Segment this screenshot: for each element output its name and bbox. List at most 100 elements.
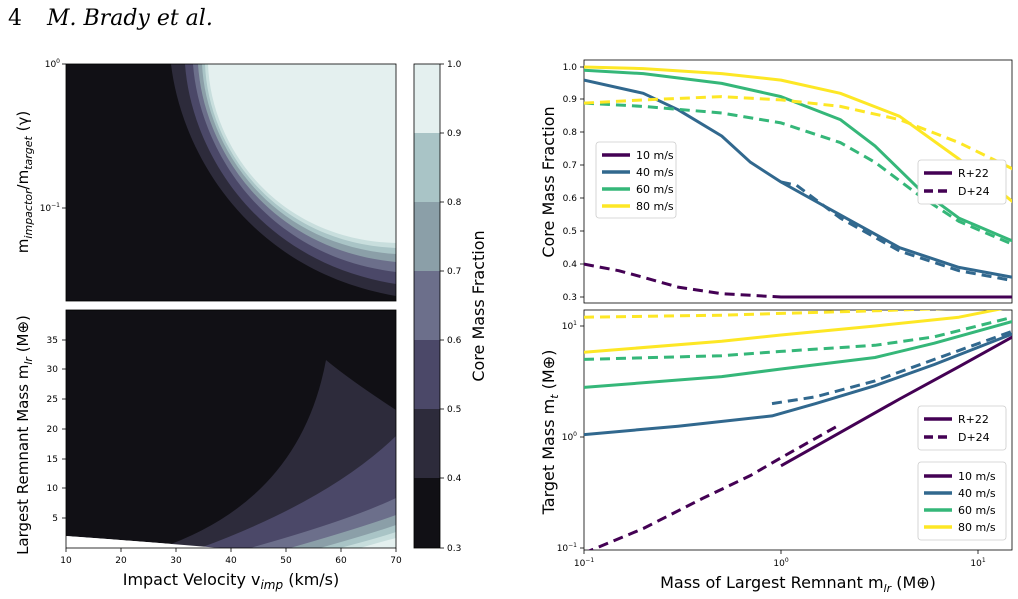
colorbar: 1.0 0.9 0.8 0.7 0.6 0.5 0.4 0.3 Core Mas… [413, 60, 488, 554]
page-header: 4 M. Brady et al. [8, 4, 213, 36]
cmf-line-10-d24 [584, 262, 900, 299]
cmf-ytick-1.0: 1.0 [563, 63, 578, 73]
tm-legend-label-80: 80 m/s [958, 521, 996, 534]
colorbar-tick-0.4: 0.4 [447, 474, 462, 484]
cmf-legend-label-40: 40 m/s [636, 166, 674, 179]
xtick-label-60: 60 [335, 556, 347, 566]
colorbar-seg-1.0 [414, 64, 440, 133]
colorbar-seg-0.9 [414, 133, 440, 202]
colorbar-seg-0.4 [414, 478, 440, 548]
contour-top-band-1.0 [208, 64, 396, 243]
colorbar-tick-1.0: 1.0 [447, 60, 462, 70]
page-author: M. Brady et al. [47, 6, 213, 31]
tm-yticks: 101 100 10−1 [557, 320, 584, 554]
contour-top-panel: 100 10−1 mimpactor/mtarget (γ) [14, 58, 397, 302]
tm-xtick-10^0: 100 [773, 557, 788, 569]
cmf-line-40-d24 [780, 180, 1012, 282]
tm-legend-style: R+22 D+24 [917, 405, 1007, 451]
cmf-panel: 1.0 0.9 0.8 0.7 0.6 0.5 0.4 0.3 Core Mas… [539, 59, 1013, 304]
tm-line-60-r22 [584, 320, 1012, 389]
cmf-legend-label-r22: R+22 [958, 167, 989, 180]
page-number: 4 [8, 6, 22, 31]
ytick-label-bottom-25: 25 [47, 395, 58, 405]
xtick-label-70: 70 [390, 556, 402, 566]
cmf-ytick-0.9: 0.9 [563, 95, 578, 105]
cmf-ytick-0.4: 0.4 [563, 260, 578, 270]
colorbar-frame [413, 63, 441, 549]
ytick-label-bottom-15: 15 [47, 455, 58, 465]
tm-legend-velocity: 10 m/s 40 m/s 60 m/s 80 m/s [917, 461, 1007, 541]
colorbar-tick-0.5: 0.5 [447, 405, 461, 415]
tm-legend-label-10: 10 m/s [958, 470, 996, 483]
tm-xtick-10^1: 101 [970, 557, 985, 569]
tm-panel: 101 100 10−1 Target Mass mt (M⊕) R+22 D+… [539, 309, 1013, 595]
ytick-label-top-2: 10−1 [40, 202, 60, 214]
colorbar-tick-0.8: 0.8 [447, 198, 462, 208]
contour-bottom-ylabel: Largest Remnant Mass mlr (M⊕) [14, 315, 35, 555]
cmf-line-60-d24 [584, 101, 1012, 246]
colorbar-label: Core Mass Fraction [469, 230, 488, 381]
tm-line-40-r22 [584, 332, 1012, 437]
cmf-legend-label-80: 80 m/s [636, 200, 674, 213]
contour-bottom-yticks: 35 30 25 20 15 10 5 [47, 336, 66, 524]
contour-top-frame [65, 63, 397, 302]
xtick-label-20: 20 [115, 556, 127, 566]
tm-line-10-r22 [780, 335, 1012, 468]
cmf-legend-style: R+22 D+24 [917, 159, 1007, 205]
contour-top-ylabel: mimpactor/mtarget (γ) [14, 111, 35, 253]
contour-bottom-white-gap [66, 536, 220, 548]
contour-xlabel: Impact Velocity vimp (km/s) [123, 570, 340, 592]
cmf-line-80-r22 [584, 65, 1012, 203]
tm-ytick-10^1: 101 [562, 320, 577, 332]
tm-line-60-d24 [584, 315, 1012, 361]
cmf-legend-label-d24: D+24 [958, 185, 990, 198]
tm-line-10-d24 [587, 423, 842, 550]
tm-ytick-10^0: 100 [562, 431, 577, 443]
tm-legend-label-r22: R+22 [958, 413, 989, 426]
colorbar-tick-0.3: 0.3 [447, 544, 461, 554]
tm-xticks: 10−1 100 101 [574, 550, 986, 569]
ytick-label-bottom-30: 30 [47, 365, 59, 375]
colorbar-ticks: 1.0 0.9 0.8 0.7 0.6 0.5 0.4 0.3 [440, 60, 462, 554]
colorbar-tick-0.6: 0.6 [447, 336, 462, 346]
tm-line-80-d24 [584, 310, 947, 319]
ytick-label-top-1: 100 [45, 58, 60, 70]
ytick-label-bottom-5: 5 [52, 514, 58, 524]
cmf-ytick-0.8: 0.8 [563, 128, 578, 138]
cmf-lines [584, 65, 1012, 299]
tm-ytick-10^-1: 10−1 [557, 542, 577, 554]
cmf-line-40-r22 [584, 78, 1012, 279]
cmf-ylabel: Core Mass Fraction [539, 106, 558, 257]
xtick-label-30: 30 [170, 556, 182, 566]
colorbar-seg-0.6 [414, 340, 440, 409]
cmf-ytick-0.6: 0.6 [563, 194, 578, 204]
xtick-label-40: 40 [225, 556, 237, 566]
colorbar-tick-0.9: 0.9 [447, 129, 462, 139]
contour-xticks: 10 20 30 40 50 60 70 [60, 548, 402, 566]
cmf-line-80-d24 [584, 95, 1012, 171]
ytick-label-bottom-35: 35 [47, 336, 58, 346]
tm-line-80-r22 [584, 310, 1003, 354]
colorbar-seg-0.8 [414, 202, 440, 271]
cmf-line-60-r22 [584, 68, 1012, 243]
cmf-yticks: 1.0 0.9 0.8 0.7 0.6 0.5 0.4 0.3 [563, 63, 584, 303]
tm-legend-label-d24: D+24 [958, 431, 990, 444]
colorbar-tick-0.7: 0.7 [447, 267, 461, 277]
cmf-ytick-0.5: 0.5 [563, 227, 577, 237]
xtick-label-50: 50 [280, 556, 292, 566]
colorbar-seg-0.5 [414, 409, 440, 478]
tm-xlabel: Mass of Largest Remnant mlr (M⊕) [660, 573, 936, 595]
tm-lines [584, 310, 1012, 550]
ytick-label-bottom-20: 20 [47, 425, 59, 435]
cmf-frame [583, 59, 1013, 304]
cmf-legend-velocity: 10 m/s 40 m/s 60 m/s 80 m/s [595, 141, 677, 219]
cmf-legend-label-60: 60 m/s [636, 183, 674, 196]
tm-xtick-10^-1: 10−1 [574, 557, 594, 569]
contour-bottom-band-1.0 [360, 538, 396, 548]
tm-legend-label-60: 60 m/s [958, 504, 996, 517]
tm-ylabel: Target Mass mt (M⊕) [539, 350, 561, 516]
cmf-ytick-0.7: 0.7 [563, 161, 577, 171]
tm-legend-label-40: 40 m/s [958, 487, 996, 500]
cmf-legend-label-10: 10 m/s [636, 149, 674, 162]
